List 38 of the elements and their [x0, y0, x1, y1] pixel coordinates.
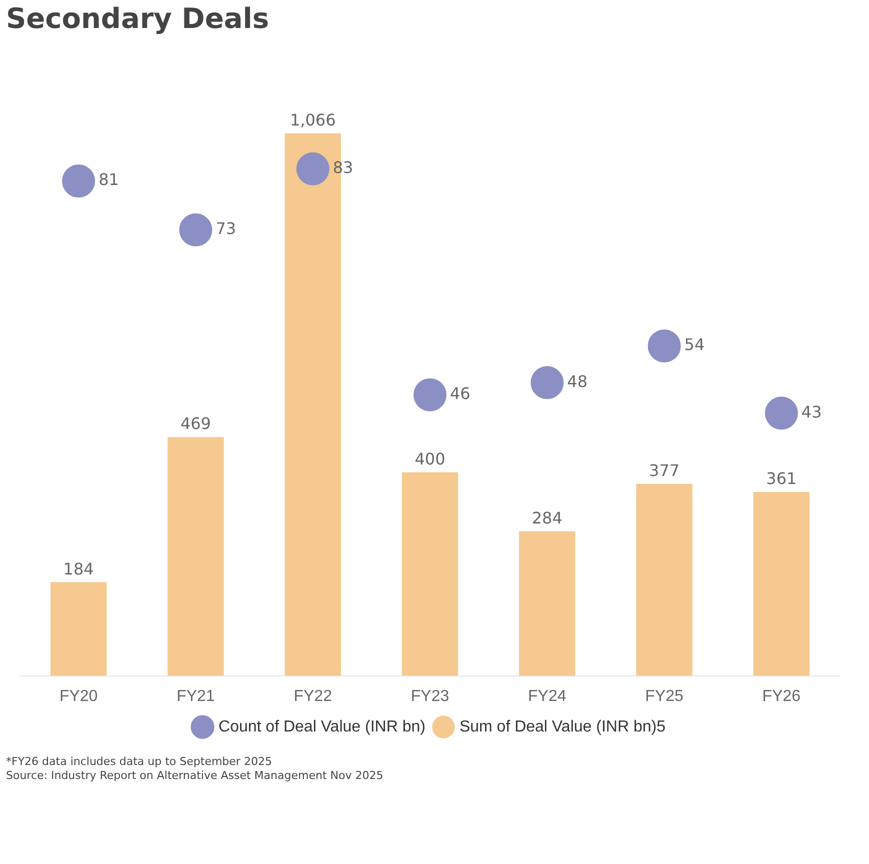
- data-label: 73: [216, 219, 236, 238]
- bar: [636, 484, 692, 676]
- bar: [168, 437, 224, 676]
- x-tick-label: FY26: [762, 688, 801, 705]
- legend-label: Count of Deal Value (INR bn): [218, 718, 426, 736]
- point: [296, 152, 330, 186]
- point: [179, 213, 212, 246]
- data-label: 400: [414, 449, 446, 468]
- data-label: 184: [63, 559, 94, 578]
- x-tick-label: FY25: [645, 688, 684, 705]
- data-label: 54: [684, 335, 705, 354]
- x-tick-label: FY21: [176, 688, 215, 705]
- data-label: 377: [649, 461, 680, 480]
- point: [648, 329, 681, 362]
- point: [530, 366, 564, 400]
- data-label: 361: [766, 469, 797, 488]
- x-tick-label: FY20: [59, 688, 98, 705]
- data-label: 1,066: [290, 110, 336, 130]
- legend-label: Sum of Deal Value (INR bn)5: [459, 718, 666, 736]
- data-label: 46: [450, 384, 470, 403]
- x-tick-label: FY22: [294, 688, 332, 705]
- data-label: 48: [567, 372, 588, 391]
- data-label: 81: [98, 170, 119, 190]
- bar: [753, 492, 810, 676]
- point: [414, 378, 446, 412]
- source-note: Source: Industry Report on Alternative Asset Management Nov 2025: [6, 769, 384, 782]
- data-label: 43: [801, 402, 822, 422]
- text: *FY26 data includes data up to September 2025: [6, 755, 273, 768]
- point: [62, 164, 96, 198]
- x-tick-label: FY23: [410, 688, 450, 705]
- bar: [402, 472, 458, 676]
- data-label: 284: [532, 508, 562, 528]
- point: [764, 396, 798, 430]
- bar: [519, 531, 576, 676]
- bar: [50, 582, 107, 676]
- chart-title: Secondary Deals: [6, 2, 270, 35]
- x-tick-label: FY24: [528, 688, 566, 705]
- data-label: 469: [180, 414, 211, 434]
